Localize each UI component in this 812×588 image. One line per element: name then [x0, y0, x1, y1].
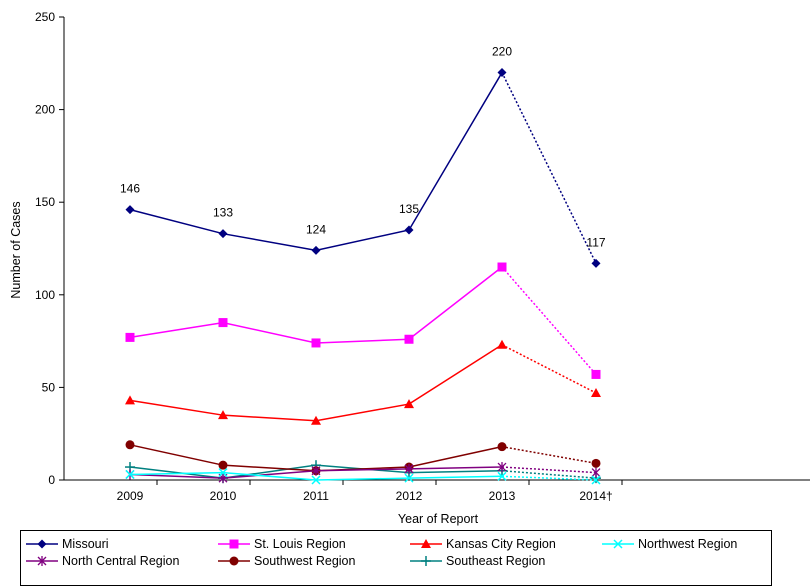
data-point: [218, 318, 228, 328]
data-label: 133: [213, 206, 233, 220]
y-tick-label: 150: [35, 195, 55, 209]
legend-swatch: [410, 539, 442, 548]
data-point: [311, 475, 321, 485]
data-point: [311, 245, 321, 255]
data-label: 146: [120, 182, 140, 196]
series-northwest-region: [125, 468, 601, 485]
data-point: [591, 458, 601, 468]
legend-item: Northwest Region: [601, 537, 737, 551]
data-point: [125, 332, 135, 342]
legend-item: North Central Region: [25, 554, 179, 568]
y-tick-label: 50: [42, 380, 56, 394]
legend-label: North Central Region: [62, 554, 180, 568]
data-point: [497, 462, 507, 473]
series-st-louis-region: [125, 262, 601, 379]
series-line-projected: [501, 466, 597, 474]
legend-swatch: [218, 556, 250, 566]
x-tick-label: 2014†: [579, 489, 612, 503]
data-point: [497, 339, 507, 349]
data-label: 220: [492, 45, 512, 59]
legend-label: St. Louis Region: [254, 537, 346, 551]
data-point: [591, 467, 601, 478]
data-label: 117: [586, 235, 605, 249]
legend-label: Kansas City Region: [446, 537, 556, 551]
data-label: 124: [306, 222, 326, 236]
data-point: [404, 225, 414, 235]
legend-swatch-marker: [421, 556, 431, 566]
legend-swatch-marker: [37, 556, 47, 566]
legend-item: Kansas City Region: [409, 537, 556, 551]
legend-item: Southwest Region: [217, 554, 355, 568]
x-tick-label: 2009: [117, 489, 144, 503]
series-line-projected: [501, 445, 597, 465]
data-point: [404, 473, 414, 483]
legend-swatch: [26, 556, 58, 566]
data-point: [218, 460, 228, 470]
y-tick-label: 250: [35, 10, 55, 24]
data-point: [311, 465, 321, 476]
data-point: [125, 440, 135, 450]
x-tick-label: 2011: [303, 489, 329, 503]
legend-swatch: [26, 539, 58, 549]
data-point: [591, 387, 601, 397]
legend: Missouri St. Louis Region Kansas City Regi…: [20, 530, 772, 586]
data-point: [125, 205, 135, 215]
data-point: [218, 468, 228, 478]
data-point: [311, 338, 321, 348]
legend-swatch: [410, 556, 442, 566]
legend-swatch-marker: [229, 556, 239, 566]
data-point: [404, 399, 414, 409]
legend-label: Southeast Region: [446, 554, 546, 568]
legend-swatch-marker: [421, 539, 431, 548]
data-point: [311, 415, 321, 425]
series-line-projected: [501, 266, 597, 375]
x-tick-label: 2010: [210, 489, 237, 503]
x-tick-label: 2012: [396, 489, 423, 503]
x-tick-label: 2013: [489, 489, 516, 503]
series-line-projected: [501, 344, 597, 394]
y-axis-title: Number of Cases: [9, 201, 23, 298]
data-point: [218, 410, 228, 420]
y-tick-label: 100: [35, 288, 55, 302]
legend-swatch-marker: [229, 539, 239, 549]
legend-swatch: [218, 539, 250, 549]
legend-item: Southeast Region: [409, 554, 545, 568]
data-point: [497, 262, 507, 272]
data-point: [497, 68, 507, 78]
series-line-projected: [501, 72, 597, 264]
series-missouri: 146 133 124 135 220 117: [120, 45, 606, 268]
series-line: [129, 266, 503, 344]
legend-item: St. Louis Region: [217, 537, 346, 551]
data-point: [125, 469, 135, 479]
data-point: [497, 471, 507, 481]
legend-swatch-marker: [37, 539, 47, 549]
data-point: [218, 229, 228, 239]
data-point: [591, 258, 601, 268]
y-tick-label: 200: [35, 103, 55, 117]
legend-item: Missouri: [25, 537, 109, 551]
legend-label: Northwest Region: [638, 537, 738, 551]
data-point: [125, 395, 135, 405]
series-line: [129, 344, 503, 422]
data-point: [404, 334, 414, 344]
data-point: [591, 475, 601, 485]
x-axis-title: Year of Report: [398, 512, 479, 526]
series-kansas-city-region: [125, 339, 601, 425]
data-point: [591, 369, 601, 379]
line-chart: Number of Cases Year of Report 0 50 100 150…: [9, 10, 810, 526]
y-tick-label: 0: [48, 473, 55, 487]
legend-label: Southwest Region: [254, 554, 356, 568]
legend-label: Missouri: [62, 537, 109, 551]
legend-swatch: [602, 539, 634, 549]
data-point: [404, 463, 414, 474]
data-label: 135: [399, 202, 419, 216]
data-point: [497, 442, 507, 452]
legend-swatch-marker: [613, 539, 623, 549]
